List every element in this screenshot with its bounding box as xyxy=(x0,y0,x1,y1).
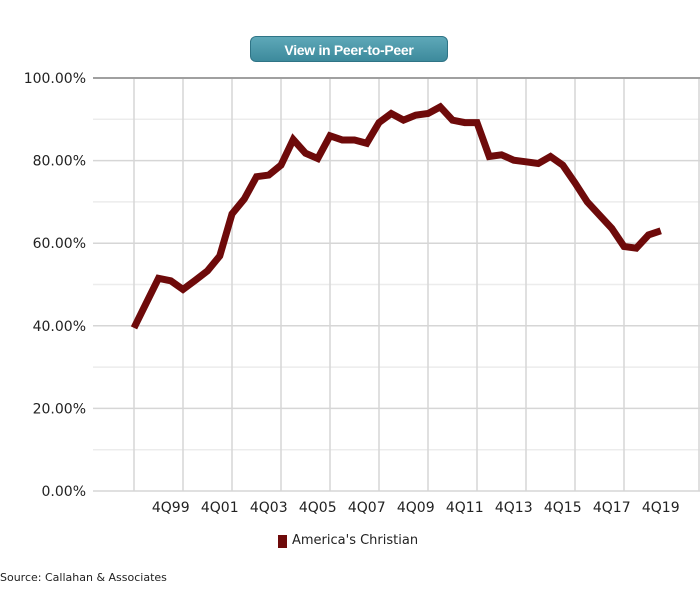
y-tick-label: 20.00% xyxy=(33,401,86,417)
x-tick-label: 4Q11 xyxy=(446,500,484,516)
y-tick-label: 80.00% xyxy=(33,154,86,170)
x-tick-label: 4Q03 xyxy=(250,500,288,516)
y-tick-label: 0.00% xyxy=(42,484,86,500)
y-tick-label: 40.00% xyxy=(33,319,86,335)
view-in-peer-to-peer-button[interactable]: View in Peer-to-Peer xyxy=(250,36,448,62)
x-tick-label: 4Q01 xyxy=(201,500,239,516)
legend[interactable]: America's Christian xyxy=(278,532,418,548)
x-tick-label: 4Q17 xyxy=(593,500,631,516)
x-tick-label: 4Q15 xyxy=(544,500,582,516)
x-tick-label: 4Q19 xyxy=(642,500,680,516)
x-tick-label: 4Q07 xyxy=(348,500,386,516)
x-tick-label: 4Q09 xyxy=(397,500,435,516)
y-tick-label: 100.00% xyxy=(24,71,86,87)
legend-swatch xyxy=(278,535,287,548)
series-line-americas-christian xyxy=(130,102,662,330)
legend-label: America's Christian xyxy=(292,532,419,548)
y-tick-label: 60.00% xyxy=(33,236,86,252)
x-tick-label: 4Q13 xyxy=(495,500,533,516)
x-tick-label: 4Q99 xyxy=(152,500,190,516)
source-note: Source: Callahan & Associates xyxy=(0,571,167,584)
x-tick-label: 4Q05 xyxy=(299,500,337,516)
